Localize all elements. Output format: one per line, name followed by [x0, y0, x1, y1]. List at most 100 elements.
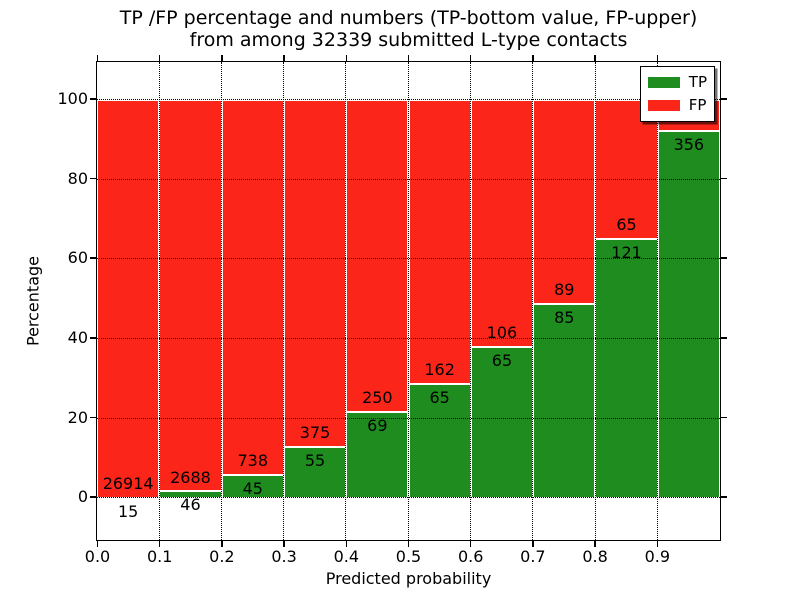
- x-tick-label: 0.7: [520, 547, 546, 566]
- x-tick-mark: [594, 540, 596, 547]
- tp-count-label: 356: [673, 134, 705, 154]
- tp-bar-segment: [346, 412, 409, 499]
- gridline-vertical: [283, 62, 285, 540]
- x-tick-mark: [221, 540, 223, 547]
- fp-bar-segment: [595, 99, 658, 240]
- y-tick-mark-right: [720, 496, 727, 498]
- x-tick-label: 0.3: [271, 547, 297, 566]
- x-axis-label: Predicted probability: [325, 569, 492, 588]
- x-tick-mark: [656, 540, 659, 547]
- gridline-vertical: [407, 62, 409, 540]
- fp-bar-segment: [283, 99, 347, 448]
- tp-bar-segment: [408, 384, 471, 499]
- tp-count-label: 45: [242, 479, 263, 499]
- x-tick-mark: [407, 540, 410, 547]
- legend: TP FP: [639, 66, 715, 122]
- fp-bar-segment: [408, 99, 471, 385]
- y-tick-label: 80: [67, 168, 88, 188]
- tp-count-label: 55: [304, 451, 326, 471]
- x-tick-mark-top: [345, 55, 348, 61]
- fp-count-label: 65: [616, 215, 637, 235]
- gridline-vertical: [345, 62, 347, 540]
- y-tick-label: 60: [67, 248, 88, 268]
- tp-count-label: 15: [117, 501, 139, 521]
- y-tick-label: 100: [57, 88, 88, 108]
- fp-bar-segment: [221, 99, 284, 476]
- fp-bar-segment: [346, 99, 409, 412]
- x-tick-mark: [345, 540, 348, 547]
- x-tick-mark-top: [594, 55, 596, 61]
- fp-count-label: 738: [237, 451, 269, 471]
- x-tick-label: 0.9: [644, 547, 671, 566]
- x-tick-mark-top: [96, 55, 99, 61]
- x-tick-label: 0.2: [209, 547, 235, 566]
- legend-label-tp: TP: [688, 73, 707, 91]
- y-tick-label: 40: [67, 327, 88, 347]
- gridline-vertical: [656, 62, 658, 540]
- fp-count-label: 26914: [102, 474, 154, 493]
- x-tick-label: 0.5: [395, 547, 422, 566]
- fp-color-swatch: [647, 100, 680, 111]
- tp-count-label: 65: [429, 388, 450, 408]
- y-tick-mark: [90, 496, 96, 498]
- x-tick-mark: [469, 540, 472, 547]
- y-tick-label: 0: [77, 487, 88, 507]
- legend-item-tp: TP: [647, 73, 707, 91]
- fp-count-label: 250: [362, 388, 393, 408]
- x-tick-mark: [532, 540, 534, 547]
- x-tick-mark: [96, 540, 99, 547]
- gridline-vertical: [594, 62, 596, 540]
- fp-count-label: 106: [486, 322, 518, 342]
- x-tick-mark-top: [469, 55, 472, 61]
- gridline-vertical: [532, 62, 534, 540]
- fp-count-label: 2688: [170, 467, 211, 487]
- tp-bar-segment: [595, 239, 658, 499]
- fp-bar-segment: [159, 99, 222, 492]
- tp-color-swatch: [647, 77, 680, 88]
- x-tick-mark-top: [283, 55, 285, 61]
- fp-count-label: 162: [424, 360, 455, 380]
- x-tick-mark: [283, 540, 285, 547]
- chart-title: TP /FP percentage and numbers (TP-bottom…: [96, 7, 721, 51]
- y-tick-mark-right: [720, 177, 727, 180]
- tp-count-label: 65: [491, 350, 513, 370]
- legend-label-fp: FP: [688, 96, 707, 114]
- y-tick-label: 20: [67, 407, 88, 427]
- fp-bar-segment: [97, 99, 160, 498]
- tp-count-label: 46: [180, 495, 201, 515]
- gridline-vertical: [158, 62, 160, 540]
- fp-bar-segment: [533, 99, 596, 304]
- plot-area: TP FP 26914 15 2688 46 738 45 375 55 250 69 162 65 1…: [96, 61, 721, 541]
- x-tick-mark-top: [656, 55, 659, 61]
- x-tick-mark-top: [158, 55, 161, 61]
- x-tick-label: 0.1: [146, 547, 173, 566]
- y-tick-mark: [90, 337, 96, 339]
- y-tick-mark: [90, 416, 96, 419]
- fp-count-label: 375: [299, 423, 331, 443]
- tp-bar-segment: [657, 130, 720, 499]
- x-tick-label: 0.6: [457, 547, 484, 566]
- gridline-vertical: [470, 62, 471, 540]
- y-tick-mark-right: [720, 416, 727, 419]
- tp-bar-segment: [533, 303, 596, 499]
- chart-title-line1: TP /FP percentage and numbers (TP-bottom…: [119, 7, 698, 29]
- tp-count-label: 85: [554, 307, 575, 327]
- fp-count-label: 89: [554, 279, 575, 299]
- tp-count-label: 69: [367, 415, 388, 435]
- y-tick-mark-right: [720, 257, 727, 259]
- gridline-vertical: [220, 62, 222, 540]
- x-tick-mark: [158, 540, 161, 547]
- x-tick-label: 0.0: [84, 547, 111, 566]
- x-tick-mark-top: [221, 55, 223, 61]
- x-tick-mark-top: [407, 55, 410, 61]
- chart-title-line2: from among 32339 submitted L-type contac…: [189, 29, 628, 51]
- x-tick-label: 0.8: [582, 547, 608, 566]
- y-tick-mark-right: [720, 98, 727, 100]
- x-tick-mark-top: [532, 55, 534, 61]
- y-tick-mark-right: [720, 337, 727, 339]
- y-tick-mark: [90, 177, 96, 180]
- y-tick-mark: [90, 257, 96, 259]
- tp-count-label: 121: [611, 242, 642, 262]
- fp-bar-segment: [470, 99, 534, 347]
